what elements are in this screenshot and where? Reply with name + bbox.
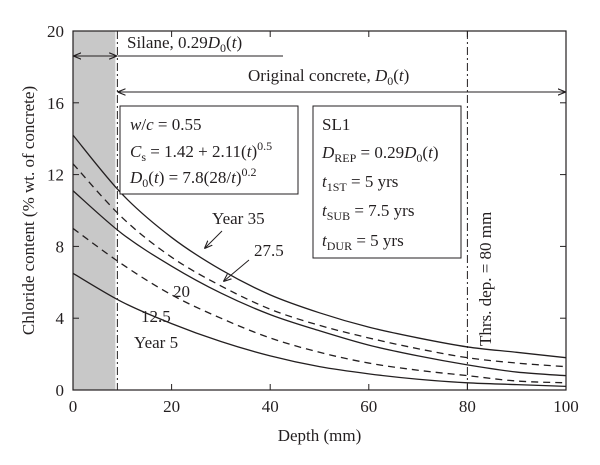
leader-year-35: [205, 230, 223, 248]
series-line-4: [72, 272, 567, 388]
series-line-3: [72, 227, 567, 384]
y-tick-label: 16: [47, 94, 64, 113]
box1-line-d0: D0(t) = 7.8(28/t)0.2: [129, 165, 256, 190]
box2-line-sl1: SL1: [322, 115, 350, 134]
curves: [72, 134, 567, 388]
y-tick-label: 12: [47, 166, 64, 185]
y-tick-label: 0: [56, 381, 65, 400]
y-tick-label: 20: [47, 22, 64, 41]
x-tick-label: 80: [459, 397, 476, 416]
y-tick-label: 8: [56, 237, 65, 256]
parameter-box-1: w/c = 0.55 Cs = 1.42 + 2.11(t)0.5 D0(t) …: [119, 105, 299, 195]
plot-frame: [72, 30, 567, 391]
x-tick-label: 20: [163, 397, 180, 416]
curve-label-12-5: 12.5: [141, 307, 171, 326]
x-axis-title: Depth (mm): [278, 426, 362, 445]
parameter-box-2: SL1 DREP = 0.29D0(t) t1ST = 5 yrs tSUB =…: [312, 105, 462, 259]
threshold-label: Thrs. dep. = 80 mm: [476, 212, 495, 346]
box1-line-wc: w/c = 0.55: [130, 115, 201, 134]
curve-label-year-35: Year 35: [212, 209, 265, 228]
silane-label: Silane, 0.29D0(t): [127, 33, 242, 55]
leader-27-5: [224, 259, 250, 281]
x-tick-label: 100: [553, 397, 579, 416]
box2-line-tdur: tDUR = 5 yrs: [322, 231, 404, 253]
series-line-2: [72, 190, 567, 377]
x-tick-label: 0: [69, 397, 78, 416]
original-concrete-label: Original concrete, D0(t): [248, 66, 409, 88]
curve-label-20: 20: [173, 282, 190, 301]
y-tick-label: 4: [56, 309, 65, 328]
box2-line-t1st: t1ST = 5 yrs: [322, 172, 398, 194]
axis-ticks: [72, 30, 567, 391]
y-axis-title: Chloride content (% wt. of concrete): [19, 86, 38, 335]
series-line-1: [72, 163, 567, 368]
x-tick-label: 60: [360, 397, 377, 416]
curve-label-27-5: 27.5: [254, 241, 284, 260]
axis-tick-labels: 0 20 40 60 80 100 0 4 8 12 16 20: [47, 22, 579, 416]
box1-line-cs: Cs = 1.42 + 2.11(t)0.5: [130, 139, 272, 164]
box2-line-tsub: tSUB = 7.5 yrs: [322, 201, 414, 223]
curve-label-year-5: Year 5: [134, 333, 178, 352]
x-tick-label: 40: [262, 397, 279, 416]
series-line-0: [72, 134, 567, 359]
